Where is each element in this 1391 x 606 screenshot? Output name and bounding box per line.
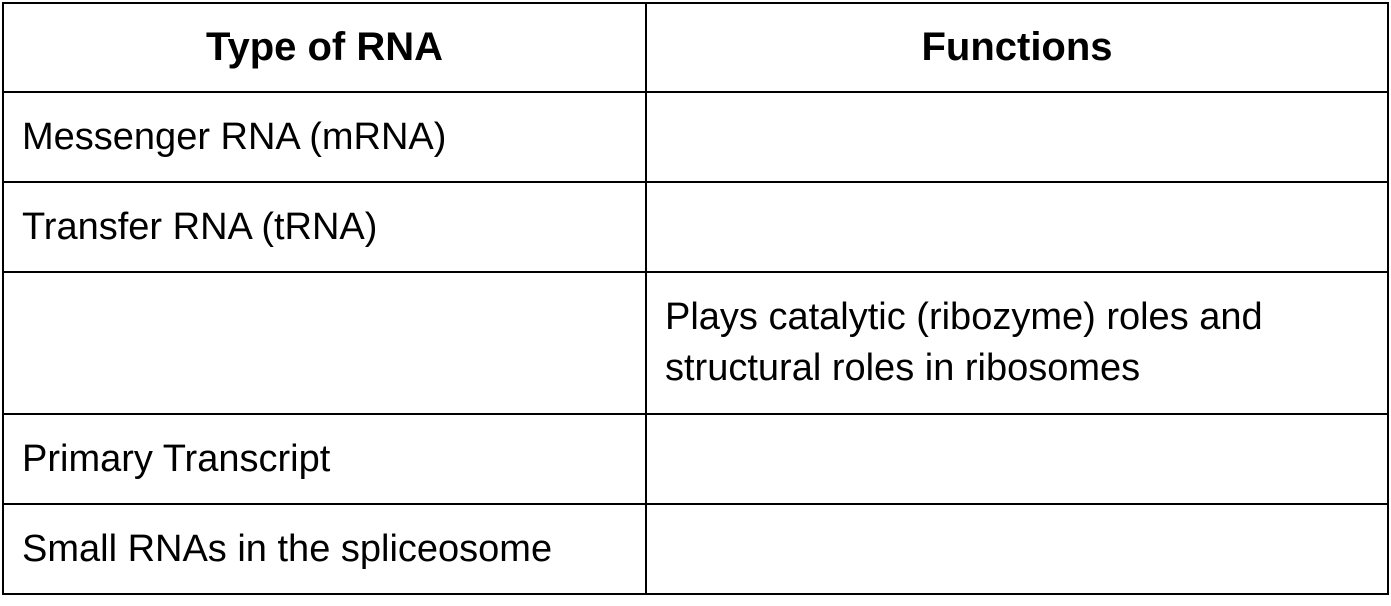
table-row: Transfer RNA (tRNA) (2, 181, 1389, 273)
header-row: Type of RNA Functions (2, 2, 1389, 93)
rna-types-table: Type of RNA Functions Messenger RNA (mRN… (2, 2, 1389, 595)
function-cell (645, 503, 1389, 595)
rna-type-cell: Messenger RNA (mRNA) (2, 91, 647, 183)
rna-type-cell: Small RNAs in the spliceosome (2, 503, 647, 595)
rna-type-cell: Transfer RNA (tRNA) (2, 181, 647, 273)
table-header: Type of RNA Functions (2, 2, 1389, 93)
header-type-of-rna: Type of RNA (2, 2, 647, 93)
table-body: Messenger RNA (mRNA) Transfer RNA (tRNA)… (2, 91, 1389, 595)
function-cell (645, 91, 1389, 183)
function-cell: Plays catalytic (ribozyme) roles and str… (645, 271, 1389, 415)
table-row: Messenger RNA (mRNA) (2, 91, 1389, 183)
header-functions: Functions (645, 2, 1389, 93)
function-cell (645, 181, 1389, 273)
table-row: Primary Transcript (2, 413, 1389, 505)
table-row: Small RNAs in the spliceosome (2, 503, 1389, 595)
table-row: Plays catalytic (ribozyme) roles and str… (2, 271, 1389, 415)
function-cell (645, 413, 1389, 505)
rna-type-cell: Primary Transcript (2, 413, 647, 505)
rna-type-cell (2, 271, 647, 415)
